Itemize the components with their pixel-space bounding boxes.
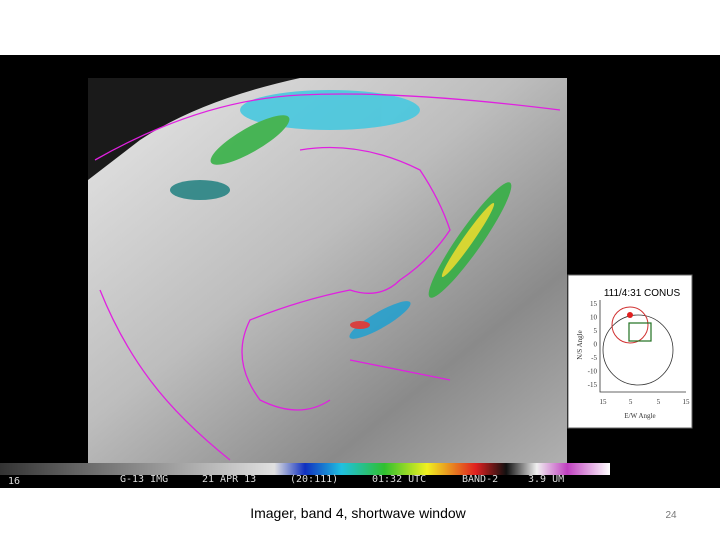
x-tick-label: 5 (629, 398, 633, 406)
time: 01:32 UTC (372, 474, 426, 485)
satellite-image (88, 78, 567, 463)
y-tick-label: 10 (590, 314, 598, 322)
x-tick-label: 15 (600, 398, 608, 406)
color-bar (0, 463, 610, 475)
y-tick-label: 15 (590, 300, 598, 308)
inset-title: 111/4:31 CONUS (604, 288, 681, 299)
julian: (20:111) (290, 474, 338, 485)
x-axis-label: E/W Angle (624, 412, 655, 420)
caption: Imager, band 4, shortwave window (250, 505, 466, 521)
band: BAND-2 (462, 474, 498, 485)
y-tick-label: -15 (588, 381, 598, 389)
page-number: 24 (665, 510, 677, 521)
x-tick-label: 15 (683, 398, 691, 406)
frame-number: 16 (8, 476, 20, 487)
wavelength: 3.9 UM (528, 474, 564, 485)
coastlines (94, 93, 561, 461)
satellite: G-13 IMG (120, 474, 168, 485)
y-tick-label: 0 (594, 341, 598, 349)
y-tick-label: 5 (594, 327, 598, 335)
clouds (170, 90, 512, 339)
scan-inset: 111/4:31 CONUS N/S Angle E/W Angle 15 10 5… (567, 274, 693, 429)
space (88, 78, 300, 180)
y-tick-label: -5 (591, 354, 597, 362)
y-tick-label: -10 (588, 368, 598, 376)
y-axis-label: N/S Angle (576, 330, 584, 359)
x-tick-label: 5 (657, 398, 661, 406)
date: 21 APR 13 (202, 474, 256, 485)
